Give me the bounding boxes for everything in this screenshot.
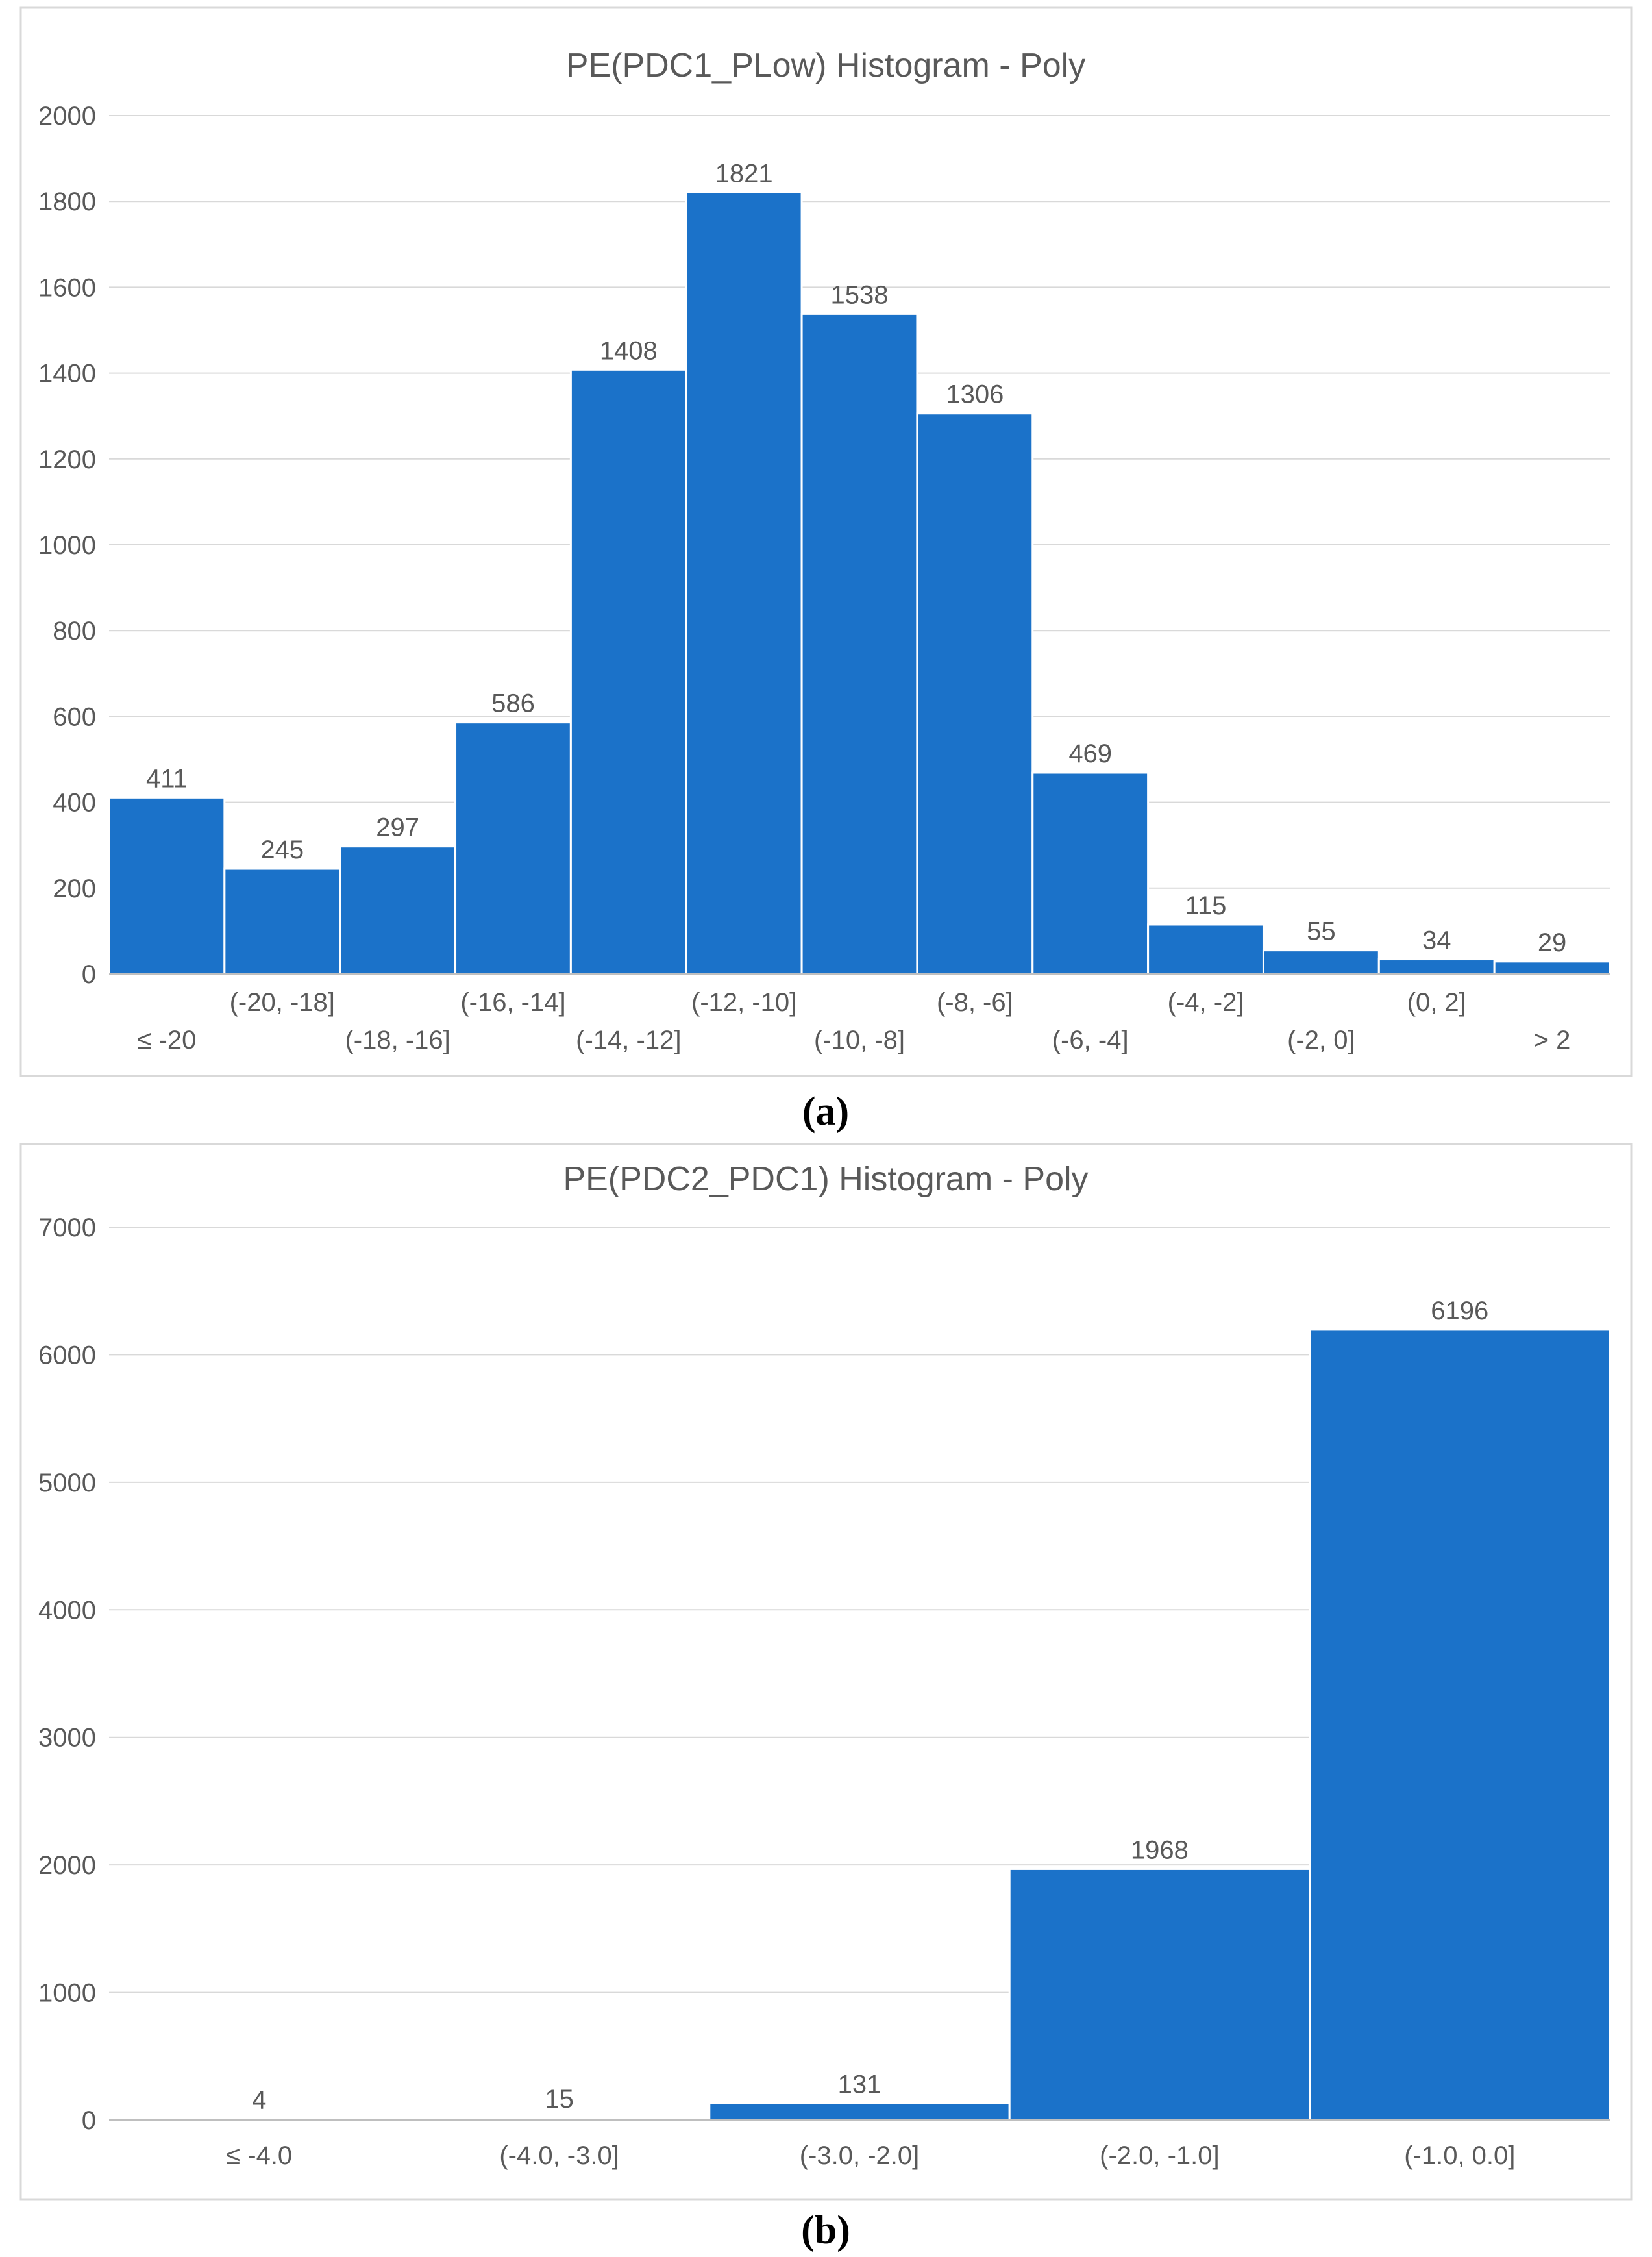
chart-a-xticks: ≤ -20 (-20, -18] (-18, -16] (-16, -14] (-14,… xyxy=(137,988,1570,1054)
chart-b-title: PE(PDC2_PDC1) Histogram - Poly xyxy=(563,1160,1088,1198)
chart-a-bar xyxy=(1262,949,1380,975)
chart-a-value-label: 34 xyxy=(1422,927,1451,955)
chart-a-title: PE(PDC1_PLow) Histogram - Poly xyxy=(566,47,1085,84)
chart-b: PE(PDC2_PDC1) Histogram - Poly 0 1000 2000… xyxy=(19,1143,1633,2201)
chart-a-yticks: 0 200 400 600 800 1000 1200 1400 1600 1800 2000 xyxy=(38,102,96,989)
chart-a-category-label: (-8, -6] xyxy=(937,988,1013,1017)
chart-b-frame xyxy=(19,1143,1633,2201)
chart-b-ytick-label: 4000 xyxy=(38,1596,96,1625)
chart-b-ytick-label: 5000 xyxy=(38,1469,96,1497)
chart-a-frame xyxy=(19,6,1633,1077)
chart-b-category-label: (-4.0, -3.0] xyxy=(499,2141,619,2170)
chart-b-value-label: 15 xyxy=(545,2085,574,2114)
chart-a-bar xyxy=(339,845,457,975)
chart-a-ytick-label: 1400 xyxy=(38,360,96,388)
chart-a-value-label: 411 xyxy=(146,764,188,793)
chart-a-value-label: 469 xyxy=(1068,740,1112,768)
chart-b-yticks: 0 1000 2000 3000 4000 5000 6000 7000 xyxy=(38,1214,96,2135)
chart-b-ytick-label: 2000 xyxy=(38,1851,96,1880)
chart-b-value-label: 1968 xyxy=(1131,1836,1189,1864)
chart-a-value-label: 1821 xyxy=(715,159,773,188)
chart-a-ytick-label: 2000 xyxy=(38,102,96,131)
chart-a-bar xyxy=(569,368,687,975)
chart-b-category-label: (-2.0, -1.0] xyxy=(1100,2141,1220,2170)
chart-a-category-label: (-20, -18] xyxy=(230,988,335,1017)
chart-a-value-label: 115 xyxy=(1185,892,1227,920)
chart-b-value-label: 6196 xyxy=(1431,1297,1488,1325)
chart-a-ytick-label: 1600 xyxy=(38,273,96,302)
chart-b-bar xyxy=(1309,1328,1611,2121)
chart-b-panel-label: (b) xyxy=(801,2208,850,2252)
chart-a-ytick-label: 0 xyxy=(82,960,96,989)
chart-b-bar xyxy=(708,2102,1011,2121)
chart-b-category-label: ≤ -4.0 xyxy=(226,2141,292,2170)
chart-a-ytick-label: 1800 xyxy=(38,188,96,216)
chart-a-category-label: (-6, -4] xyxy=(1052,1026,1129,1054)
chart-b-ytick-label: 0 xyxy=(82,2106,96,2135)
chart-a-bar xyxy=(223,867,341,975)
chart-a-category-label: (-10, -8] xyxy=(814,1026,905,1054)
chart-a-bar xyxy=(1031,771,1150,975)
chart-a-value-labels: 411 245 297 586 1408 1821 1538 1306 469 115 55 34 29 xyxy=(146,159,1566,957)
chart-a-value-label: 55 xyxy=(1307,917,1336,946)
chart-a-category-label: (-14, -12] xyxy=(576,1026,681,1054)
chart-a-grid xyxy=(109,115,1610,889)
chart-a-panel-label: (a) xyxy=(802,1090,849,1134)
chart-a-bar xyxy=(108,796,226,975)
chart-a-category-label: (0, 2] xyxy=(1407,988,1466,1017)
chart-a-bar xyxy=(1147,923,1264,975)
chart-a-value-label: 586 xyxy=(491,690,535,718)
chart-a-value-label: 1408 xyxy=(600,336,658,365)
chart-a-value-label: 1538 xyxy=(831,281,889,309)
chart-a-category-label: (-16, -14] xyxy=(460,988,565,1017)
chart-a-bar xyxy=(916,412,1034,975)
chart-a-ytick-label: 200 xyxy=(53,875,96,903)
chart-a-bar xyxy=(454,721,572,975)
chart-a-category-label: ≤ -20 xyxy=(137,1026,196,1054)
chart-b-value-label: 131 xyxy=(838,2070,881,2099)
chart-a-value-label: 245 xyxy=(260,836,304,864)
chart-a-value-label: 297 xyxy=(376,814,419,842)
chart-b-value-labels: 4 15 131 1968 6196 xyxy=(252,1297,1488,2115)
chart-b-bar xyxy=(1008,1867,1311,2121)
chart-b-xticks: ≤ -4.0 (-4.0, -3.0] (-3.0, -2.0] (-2.0, -1.… xyxy=(226,2141,1515,2170)
chart-b-category-label: (-1.0, 0.0] xyxy=(1404,2141,1515,2170)
chart-a-bar xyxy=(685,191,803,975)
chart-a-category-label: (-18, -16] xyxy=(345,1026,450,1054)
chart-a-bars xyxy=(108,191,1611,975)
chart-a-bar xyxy=(1493,960,1611,975)
chart-a-ytick-label: 400 xyxy=(53,789,96,817)
chart-a-ytick-label: 800 xyxy=(53,617,96,645)
chart-a-ytick-label: 1000 xyxy=(38,531,96,560)
chart-b-bars xyxy=(108,1328,1611,2121)
chart-a-value-label: 29 xyxy=(1538,929,1567,957)
chart-b-ytick-label: 6000 xyxy=(38,1341,96,1369)
chart-a-bar xyxy=(1377,958,1496,975)
chart-a: PE(PDC1_PLow) Histogram - Poly 0 200 400 60… xyxy=(19,6,1633,1077)
chart-b-ytick-label: 3000 xyxy=(38,1724,96,1752)
chart-a-ytick-label: 1200 xyxy=(38,445,96,474)
chart-a-category-label: (-12, -10] xyxy=(691,988,796,1017)
chart-a-ytick-label: 600 xyxy=(53,703,96,731)
chart-b-ytick-label: 1000 xyxy=(38,1979,96,2008)
chart-a-category-label: (-4, -2] xyxy=(1168,988,1244,1017)
chart-b-ytick-label: 7000 xyxy=(38,1214,96,1242)
chart-a-value-label: 1306 xyxy=(946,380,1004,409)
chart-b-value-label: 4 xyxy=(252,2086,266,2115)
chart-a-category-label: (-2, 0] xyxy=(1287,1026,1355,1054)
chart-b-category-label: (-3.0, -2.0] xyxy=(800,2141,920,2170)
chart-a-bar xyxy=(800,312,918,975)
chart-a-category-label: > 2 xyxy=(1534,1026,1571,1054)
